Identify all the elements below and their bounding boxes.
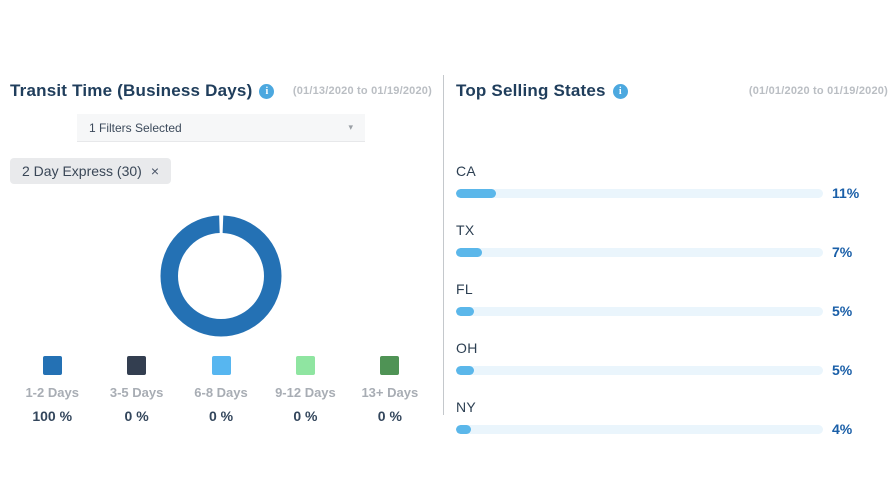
legend-item: 13+ Days 0 % <box>348 356 432 424</box>
state-label: FL <box>456 281 473 297</box>
chevron-down-icon: ▾ <box>348 122 353 132</box>
donut-chart <box>159 214 283 343</box>
state-bar-track <box>456 247 823 257</box>
state-label: NY <box>456 399 477 415</box>
state-percentage: 5% <box>832 303 853 319</box>
legend-value: 100 % <box>32 408 73 424</box>
state-bar-fill <box>456 188 497 198</box>
transit-time-header: Transit Time (Business Days) i (01/13/20… <box>10 81 432 101</box>
dashboard: Transit Time (Business Days) i (01/13/20… <box>0 75 890 437</box>
state-bar-track <box>456 306 823 316</box>
state-percentage: 5% <box>832 362 853 378</box>
legend-value: 0 % <box>293 408 318 424</box>
state-bar-line: 4% <box>456 421 862 437</box>
top-selling-states-title: Top Selling States <box>456 81 606 100</box>
state-row: TX 7% <box>456 222 862 260</box>
legend-value: 0 % <box>124 408 149 424</box>
filters-dropdown-label: 1 Filters Selected <box>89 120 182 135</box>
filter-chip: 2 Day Express (30) × <box>10 158 172 184</box>
legend-swatch <box>380 356 400 375</box>
legend-label: 6-8 Days <box>194 385 248 400</box>
legend-label: 3-5 Days <box>109 385 164 400</box>
legend-value: 0 % <box>377 408 402 424</box>
state-bar-line: 11% <box>456 185 862 201</box>
donut-legend: 1-2 Days 100 % 3-5 Days 0 % 6-8 Days 0 %… <box>10 356 432 424</box>
state-bar-track <box>456 424 823 434</box>
legend-item: 9-12 Days 0 % <box>263 356 347 424</box>
state-bars-chart: CA 11% TX 7% FL 5% OH <box>456 163 888 437</box>
state-row: CA 11% <box>456 163 862 201</box>
legend-label: 13+ Days <box>361 385 419 400</box>
state-bar-fill <box>456 424 471 434</box>
legend-label: 1-2 Days <box>25 385 79 400</box>
filter-chip-label: 2 Day Express (30) <box>22 163 142 179</box>
top-selling-states-date-range: (01/01/2020 to 01/19/2020) <box>748 85 888 97</box>
state-label: TX <box>456 222 475 238</box>
info-icon[interactable]: i <box>612 83 628 99</box>
state-bar-line: 5% <box>456 362 862 378</box>
transit-time-panel: Transit Time (Business Days) i (01/13/20… <box>0 75 443 424</box>
state-bar-fill <box>456 306 475 316</box>
state-row: NY 4% <box>456 399 862 437</box>
info-icon[interactable]: i <box>259 83 275 99</box>
close-icon[interactable]: × <box>150 163 160 179</box>
filters-dropdown[interactable]: 1 Filters Selected ▾ <box>77 114 365 142</box>
state-bar-track <box>456 188 823 198</box>
state-bar-track <box>456 365 823 375</box>
legend-swatch <box>127 356 147 375</box>
state-label: OH <box>456 340 478 356</box>
state-bar-fill <box>456 247 482 257</box>
donut-chart-svg <box>160 215 282 337</box>
legend-value: 0 % <box>208 408 234 424</box>
legend-swatch <box>42 356 62 375</box>
state-label: CA <box>456 163 477 179</box>
legend-item: 1-2 Days 100 % <box>10 356 94 424</box>
transit-time-date-range: (01/13/2020 to 01/19/2020) <box>292 85 432 97</box>
state-percentage: 7% <box>832 244 853 260</box>
legend-swatch <box>295 356 315 375</box>
state-percentage: 11% <box>832 185 860 201</box>
state-bar-fill <box>456 365 475 375</box>
legend-item: 3-5 Days 0 % <box>94 356 178 424</box>
state-bar-line: 7% <box>456 244 862 260</box>
donut-ring <box>160 215 282 337</box>
state-row: OH 5% <box>456 340 862 378</box>
legend-swatch <box>211 356 231 375</box>
legend-label: 9-12 Days <box>275 385 336 400</box>
state-percentage: 4% <box>832 421 853 437</box>
top-selling-states-header: Top Selling States i (01/01/2020 to 01/1… <box>456 81 888 101</box>
state-bar-line: 5% <box>456 303 862 319</box>
state-row: FL 5% <box>456 281 862 319</box>
legend-item: 6-8 Days 0 % <box>179 356 263 424</box>
transit-time-title: Transit Time (Business Days) <box>10 81 253 100</box>
top-selling-states-panel: Top Selling States i (01/01/2020 to 01/1… <box>443 75 890 437</box>
